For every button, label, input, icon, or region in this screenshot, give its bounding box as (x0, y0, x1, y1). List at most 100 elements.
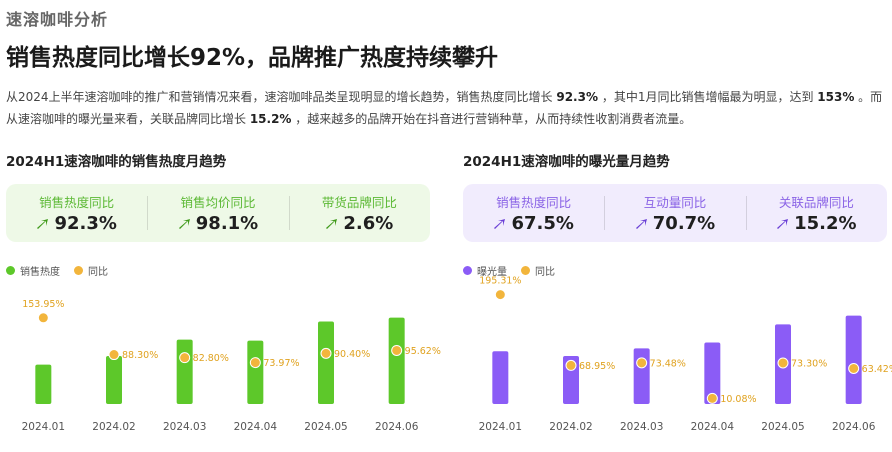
right-kpi-panel: 销售热度同比 67.5% 互动量同比 70.7% 关联品牌同比 15.2% (463, 184, 887, 242)
right-x-tick-4: 2024.04 (691, 421, 735, 433)
summary-paragraph: 从2024上半年速溶咖啡的推广和营销情况来看，速溶咖啡品类呈现明显的增长趋势，销… (6, 86, 886, 130)
left-x-tick-4: 2024.04 (234, 421, 278, 433)
left-yoy-label-3: 82.80% (193, 353, 229, 364)
kpi-value: 15.2% (794, 213, 857, 234)
right-x-tick-5: 2024.05 (761, 421, 804, 433)
right-yoy-label-3: 73.48% (650, 358, 686, 369)
trend-up-arrow-icon (494, 218, 506, 229)
legend-item-bar: 曝光量 (463, 263, 507, 278)
left-bar-3 (176, 339, 193, 404)
left-yoy-label-6: 95.62% (405, 346, 441, 357)
left-yoy-label-5: 90.40% (334, 349, 370, 360)
right-yoy-label-6: 63.42% (862, 364, 892, 375)
left-yoy-point-5 (320, 347, 332, 359)
left-yoy-label-4: 73.97% (263, 358, 299, 369)
right-yoy-point-3 (636, 357, 648, 369)
left-chart-title: 2024H1速溶咖啡的销售热度月趋势 (6, 154, 227, 170)
left-x-tick-1: 2024.01 (22, 421, 65, 433)
left-yoy-point-2 (108, 349, 120, 361)
right-yoy-label-4: 10.08% (720, 394, 756, 405)
legend-label: 曝光量 (477, 267, 507, 278)
section-tag: 速溶咖啡分析 (6, 10, 109, 29)
summary-value-1: 92.3% (556, 90, 598, 104)
right-legend: 曝光量 同比 (463, 263, 555, 278)
right-bar-4 (704, 342, 721, 404)
trend-up-arrow-icon (635, 218, 647, 229)
left-yoy-point-1 (37, 312, 49, 324)
kpi-label: 销售热度同比 (496, 195, 572, 210)
right-x-tick-3: 2024.03 (620, 421, 663, 433)
left-bar-5 (318, 321, 334, 404)
left-kpi-1: 销售热度同比 92.3% (6, 184, 147, 242)
trend-up-arrow-icon (777, 218, 789, 229)
right-yoy-label-2: 68.95% (579, 361, 615, 372)
left-bar-1 (35, 364, 52, 404)
right-yoy-point-6 (848, 362, 860, 374)
right-kpi-3: 关联品牌同比 15.2% (745, 184, 887, 242)
left-x-tick-3: 2024.03 (163, 421, 206, 433)
right-chart-title: 2024H1速溶咖啡的曝光量月趋势 (463, 154, 670, 170)
left-yoy-point-6 (391, 344, 403, 356)
legend-label: 同比 (88, 267, 108, 278)
kpi-value: 2.6% (343, 213, 394, 234)
left-x-tick-6: 2024.06 (375, 421, 419, 433)
left-yoy-point-3 (179, 352, 191, 364)
page-headline: 销售热度同比增长92%，品牌推广热度持续攀升 (6, 45, 499, 71)
left-yoy-label-1: 153.95% (22, 299, 64, 310)
right-yoy-label-1: 195.31% (479, 276, 521, 287)
left-x-tick-2: 2024.02 (92, 421, 135, 433)
kpi-value: 70.7% (652, 213, 716, 234)
right-kpi-2: 互动量同比 70.7% (604, 184, 745, 242)
kpi-value: 92.3% (54, 213, 117, 234)
trend-up-arrow-icon (37, 218, 49, 229)
right-bar-chart: 195.31% 2024.01 68.95% 2024.02 73.48% 2024.03… (479, 276, 892, 433)
left-bar-6 (388, 317, 405, 404)
right-x-tick-2: 2024.02 (549, 421, 592, 433)
left-bar-2 (106, 356, 122, 404)
kpi-label: 销售热度同比 (39, 195, 115, 210)
right-yoy-point-2 (565, 359, 577, 371)
legend-bar-dot-icon (463, 266, 472, 275)
left-bar-chart: 153.95% 2024.01 88.30% 2024.02 82.80% 2024.03… (22, 299, 441, 433)
legend-yoy-dot-icon (74, 266, 83, 275)
summary-value-2: 153% (817, 90, 855, 104)
left-legend: 销售热度 同比 (6, 263, 108, 278)
right-x-tick-1: 2024.01 (479, 421, 522, 433)
kpi-label: 互动量同比 (643, 195, 707, 210)
legend-item-line: 同比 (521, 263, 555, 278)
left-kpi-3: 带货品牌同比 2.6% (288, 184, 430, 242)
left-bar-4 (247, 340, 264, 404)
legend-item-bar: 销售热度 (6, 263, 60, 278)
summary-text-3: 。而从速溶咖啡的曝光量来看，关联品牌同比增长 (6, 90, 883, 126)
kpi-value: 67.5% (511, 213, 574, 234)
summary-text-1: 从2024上半年速溶咖啡的推广和营销情况来看，速溶咖啡品类呈现明显的增长趋势，销… (6, 90, 557, 104)
left-yoy-label-2: 88.30% (122, 350, 158, 361)
summary-text-2: ，其中1月同比销售增幅最为明显，达到 (598, 90, 818, 104)
right-yoy-point-5 (777, 357, 789, 369)
kpi-label: 关联品牌同比 (778, 195, 854, 210)
kpi-label: 带货品牌同比 (321, 195, 397, 210)
kpi-value: 98.1% (195, 213, 259, 234)
legend-yoy-dot-icon (521, 266, 530, 275)
left-kpi-panel: 销售热度同比 92.3% 销售均价同比 98.1% 带货品牌同比 2.6% (6, 184, 430, 242)
right-yoy-point-4 (706, 392, 718, 404)
right-yoy-point-1 (494, 289, 506, 301)
right-kpi-1: 销售热度同比 67.5% (463, 184, 604, 242)
trend-up-arrow-icon (178, 218, 190, 229)
trend-up-arrow-icon (326, 218, 338, 229)
right-bar-3 (633, 348, 650, 404)
left-x-tick-5: 2024.05 (304, 421, 347, 433)
right-x-tick-6: 2024.06 (832, 421, 876, 433)
summary-text-4: ，越来越多的品牌开始在抖音进行营销种草，从而持续性收割消费者流量。 (291, 112, 692, 126)
legend-label: 同比 (535, 267, 555, 278)
legend-bar-dot-icon (6, 266, 15, 275)
left-kpi-2: 销售均价同比 98.1% (147, 184, 288, 242)
kpi-label: 销售均价同比 (180, 195, 256, 210)
legend-label: 销售热度 (20, 267, 60, 278)
legend-item-line: 同比 (74, 263, 108, 278)
left-yoy-point-4 (249, 357, 261, 369)
right-bar-6 (845, 315, 862, 404)
right-bar-1 (492, 351, 509, 404)
right-yoy-label-5: 73.30% (791, 358, 827, 369)
summary-value-3: 15.2% (249, 112, 292, 126)
